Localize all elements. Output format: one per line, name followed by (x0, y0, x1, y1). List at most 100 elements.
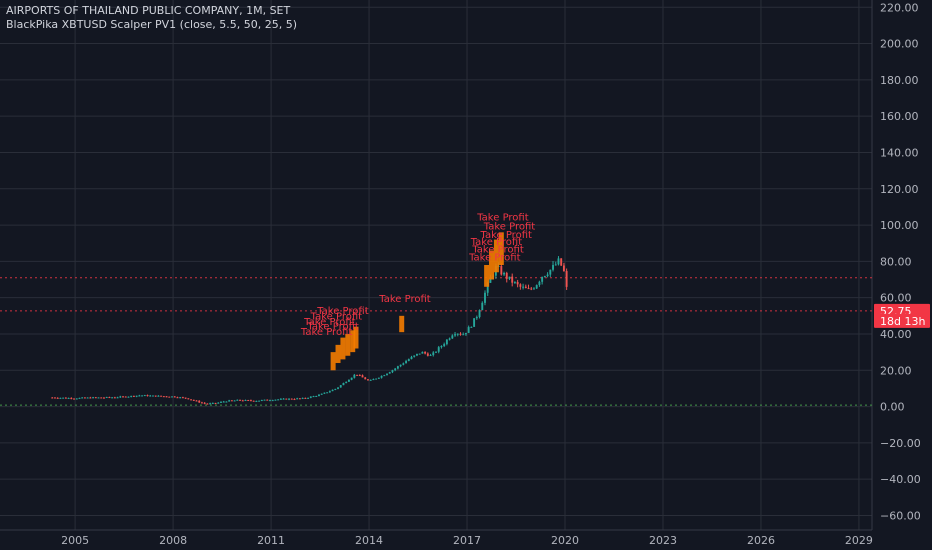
candle-body (70, 397, 73, 399)
candle-body (258, 400, 261, 402)
candle-body (342, 382, 345, 386)
candle-body (247, 400, 250, 402)
chart-title: AIRPORTS OF THAILAND PUBLIC COMPANY, 1M,… (6, 4, 291, 17)
candle-body (59, 397, 62, 399)
signal-bar (340, 337, 346, 360)
candle-body (429, 355, 432, 357)
y-tick-label: 100.00 (880, 219, 919, 232)
candle-body (62, 397, 65, 399)
candle-body (277, 399, 280, 401)
candle-body (89, 397, 92, 399)
candle-body (391, 370, 394, 373)
candle-body (538, 281, 541, 286)
candle-body (464, 332, 467, 335)
candle-body (307, 397, 310, 399)
candle-body (211, 402, 214, 404)
candle-body (301, 397, 304, 399)
take-profit-label: Take Profit (483, 222, 536, 233)
candle-body (288, 398, 290, 400)
candle-body (435, 351, 437, 353)
candle-body (105, 397, 108, 399)
candle-body (565, 271, 568, 287)
candle-body (168, 396, 171, 398)
candle-body (239, 399, 241, 401)
candle-body (195, 400, 198, 402)
candle-body (331, 389, 334, 392)
chart-legend: AIRPORTS OF THAILAND PUBLIC COMPANY, 1M,… (6, 4, 297, 32)
candle-body (339, 385, 342, 388)
candle-body (51, 397, 54, 399)
candle-body (361, 375, 364, 378)
candle-body (113, 397, 116, 399)
x-tick-label: 2017 (453, 534, 481, 547)
candle-body (241, 400, 244, 402)
candle-body (285, 398, 288, 400)
candle-body (304, 397, 307, 399)
candle-body (443, 344, 446, 346)
signal-bar (399, 315, 405, 333)
candle-body (203, 402, 206, 404)
candle-body (86, 397, 89, 399)
candle-body (358, 375, 361, 377)
candle-body (513, 281, 516, 283)
candle-body (67, 397, 70, 399)
candle-body (127, 396, 130, 398)
candle-body (214, 402, 217, 404)
candle-body (500, 266, 503, 275)
candle-body (440, 345, 443, 348)
candle-body (282, 398, 285, 400)
candle-body (165, 396, 168, 398)
candle-body (337, 387, 339, 389)
signal-bar (484, 265, 490, 287)
candle-body (543, 276, 546, 278)
candle-body (454, 334, 457, 336)
signal-bar (350, 330, 356, 353)
candle-body (184, 397, 187, 399)
candle-body (200, 402, 203, 404)
candle-body (516, 281, 519, 285)
candle-body (522, 286, 525, 288)
candle-body (386, 373, 388, 376)
candle-body (83, 397, 86, 399)
candle-body (481, 302, 484, 311)
candle-body (56, 397, 59, 399)
y-tick-label: −60.00 (880, 509, 921, 522)
candle-body (394, 368, 397, 371)
candle-body (402, 363, 405, 365)
candle-body (124, 396, 127, 398)
candle-body (298, 398, 301, 400)
candle-body (103, 397, 105, 399)
candle-body (549, 269, 552, 275)
candle-body (222, 401, 225, 403)
candle-body (122, 396, 124, 398)
candle-body (383, 375, 386, 377)
candle-body (135, 395, 138, 397)
candle-body (557, 258, 560, 265)
y-tick-label: 200.00 (880, 38, 919, 51)
candle-body (119, 396, 122, 398)
signal-bar (345, 333, 351, 356)
candle-body (413, 355, 416, 357)
indicator-label[interactable]: BlackPika XBTUSD Scalper PV1 (close, 5.5… (6, 18, 298, 31)
candle-body (554, 264, 557, 266)
candle-body (437, 347, 440, 352)
candle-body (190, 399, 193, 401)
candle-body (97, 397, 100, 399)
candle-body (260, 400, 263, 402)
candle-body (78, 397, 81, 399)
candle-body (266, 399, 269, 401)
candle-body (81, 397, 84, 399)
y-tick-label: 0.00 (880, 401, 905, 414)
candle-body (533, 288, 535, 290)
candle-body (263, 399, 266, 401)
candle-body (233, 400, 236, 402)
take-profit-label: Take Profit (303, 317, 356, 328)
candle-body (111, 397, 114, 399)
candle-body (508, 276, 511, 279)
candle-body (94, 397, 97, 399)
candle-body (364, 377, 367, 380)
signal-bar (489, 250, 495, 280)
candle-body (527, 288, 530, 290)
candle-body (470, 326, 473, 328)
